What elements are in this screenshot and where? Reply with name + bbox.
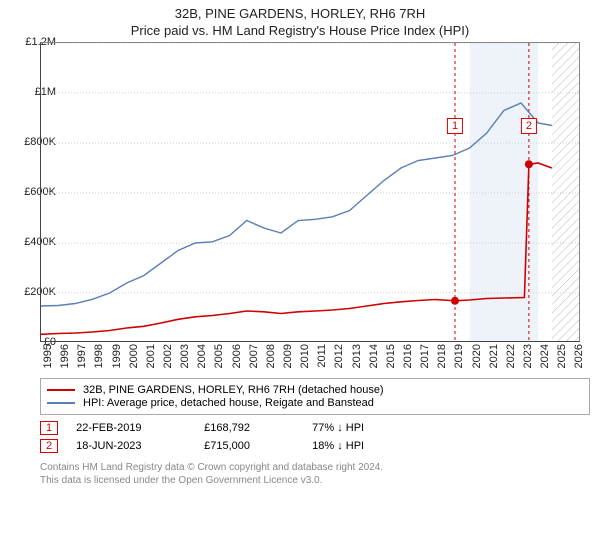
x-tick-label: 2006 <box>231 344 243 368</box>
x-tick-label: 1995 <box>42 344 54 368</box>
x-tick-label: 2018 <box>436 344 448 368</box>
chart-title-address: 32B, PINE GARDENS, HORLEY, RH6 7RH <box>0 6 600 21</box>
x-tick-label: 1996 <box>59 344 71 368</box>
x-tick-label: 1997 <box>76 344 88 368</box>
title-block: 32B, PINE GARDENS, HORLEY, RH6 7RH Price… <box>0 0 600 42</box>
legend-label: 32B, PINE GARDENS, HORLEY, RH6 7RH (deta… <box>83 384 384 396</box>
x-tick-label: 2003 <box>179 344 191 368</box>
line-chart-svg <box>41 43 580 342</box>
footer-line-1: Contains HM Land Registry data © Crown c… <box>40 461 590 474</box>
x-tick-label: 2014 <box>368 344 380 368</box>
chart-marker-1: 1 <box>447 118 463 134</box>
x-tick-label: 2009 <box>282 344 294 368</box>
x-tick-label: 2001 <box>145 344 157 368</box>
legend-label: HPI: Average price, detached house, Reig… <box>83 397 374 409</box>
sale-row: 1 22-FEB-2019 £168,792 77% ↓ HPI <box>40 419 590 437</box>
x-tick-label: 2022 <box>505 344 517 368</box>
x-tick-label: 2010 <box>299 344 311 368</box>
sale-date: 18-JUN-2023 <box>76 440 186 452</box>
x-tick-label: 2021 <box>488 344 500 368</box>
x-tick-label: 1998 <box>93 344 105 368</box>
attribution-footer: Contains HM Land Registry data © Crown c… <box>40 461 590 487</box>
sale-marker-badge: 2 <box>40 439 58 453</box>
chart-container: 32B, PINE GARDENS, HORLEY, RH6 7RH Price… <box>0 0 600 487</box>
x-tick-label: 2012 <box>333 344 345 368</box>
x-tick-label: 2004 <box>196 344 208 368</box>
chart-marker-2: 2 <box>521 118 537 134</box>
legend-swatch <box>47 389 75 391</box>
legend-swatch <box>47 402 75 404</box>
x-tick-label: 2025 <box>556 344 568 368</box>
x-tick-label: 2017 <box>419 344 431 368</box>
plot-region: 12 <box>40 42 580 342</box>
x-tick-label: 2013 <box>351 344 363 368</box>
x-tick-label: 2015 <box>385 344 397 368</box>
chart-title-subtitle: Price paid vs. HM Land Registry's House … <box>0 23 600 38</box>
sale-hpi-delta: 18% ↓ HPI <box>312 440 364 452</box>
x-tick-label: 2026 <box>573 344 585 368</box>
x-tick-label: 2002 <box>162 344 174 368</box>
x-tick-label: 2007 <box>248 344 260 368</box>
x-tick-label: 2000 <box>128 344 140 368</box>
sales-table: 1 22-FEB-2019 £168,792 77% ↓ HPI 2 18-JUN-202… <box>40 419 590 455</box>
x-tick-label: 2005 <box>213 344 225 368</box>
x-tick-label: 1999 <box>111 344 123 368</box>
x-tick-label: 2016 <box>402 344 414 368</box>
chart-area: £0£200K£400K£600K£800K£1M£1.2M 12 199519… <box>40 42 600 372</box>
legend-item: HPI: Average price, detached house, Reig… <box>47 397 583 409</box>
sale-price: £168,792 <box>204 422 294 434</box>
x-tick-label: 2024 <box>539 344 551 368</box>
legend: 32B, PINE GARDENS, HORLEY, RH6 7RH (deta… <box>40 378 590 415</box>
x-tick-label: 2011 <box>316 344 328 368</box>
sale-hpi-delta: 77% ↓ HPI <box>312 422 364 434</box>
sale-date: 22-FEB-2019 <box>76 422 186 434</box>
sale-marker-badge: 1 <box>40 421 58 435</box>
sale-price: £715,000 <box>204 440 294 452</box>
sale-row: 2 18-JUN-2023 £715,000 18% ↓ HPI <box>40 437 590 455</box>
legend-item: 32B, PINE GARDENS, HORLEY, RH6 7RH (deta… <box>47 384 583 396</box>
x-tick-label: 2008 <box>265 344 277 368</box>
footer-line-2: This data is licensed under the Open Gov… <box>40 474 590 487</box>
x-tick-label: 2019 <box>453 344 465 368</box>
x-tick-label: 2020 <box>471 344 483 368</box>
x-tick-label: 2023 <box>522 344 534 368</box>
